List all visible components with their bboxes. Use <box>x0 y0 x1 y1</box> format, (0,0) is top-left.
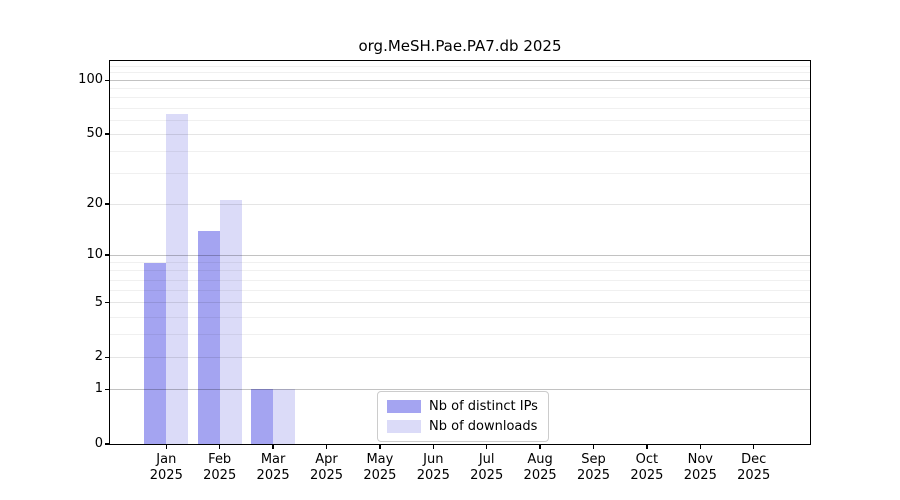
y-tick-label-50: 50 <box>86 126 103 142</box>
x-tick-mark-aug <box>539 444 541 449</box>
x-tick-year-aug: 2025 <box>523 468 557 483</box>
gridline-120 <box>110 65 810 67</box>
y-tick-mark-5 <box>105 302 110 304</box>
y-tick-label-10: 10 <box>86 247 103 263</box>
x-tick-mark-nov <box>699 444 701 449</box>
x-tick-label-jan: Jan 2025 <box>134 452 198 484</box>
gridline-80 <box>110 97 810 99</box>
x-tick-year-oct: 2025 <box>630 468 664 483</box>
x-tick-label-apr: Apr 2025 <box>295 452 359 484</box>
x-tick-label-jun: Jun 2025 <box>401 452 465 484</box>
x-tick-year-feb: 2025 <box>203 468 237 483</box>
y-tick-mark-100 <box>105 79 110 81</box>
y-tick-label-20: 20 <box>86 196 103 212</box>
gridline-50 <box>110 133 810 135</box>
x-tick-year-may: 2025 <box>363 468 397 483</box>
x-tick-mark-jun <box>432 444 434 449</box>
bar-distinct-ips-feb <box>197 230 220 444</box>
y-tick-label-2: 2 <box>94 349 103 365</box>
x-tick-label-mar: Mar 2025 <box>241 452 305 484</box>
y-tick-label-0: 0 <box>94 436 103 451</box>
legend-entry-distinct-ips: Nb of distinct IPs <box>387 399 538 414</box>
legend-swatch-distinct-ips <box>387 400 421 413</box>
x-tick-mark-dec <box>753 444 755 449</box>
bar-downloads-jan <box>166 113 189 444</box>
x-tick-year-sep: 2025 <box>576 468 611 483</box>
x-tick-mark-jul <box>486 444 488 449</box>
y-tick-mark-20 <box>105 203 110 205</box>
x-tick-mark-oct <box>646 444 648 449</box>
legend-swatch-downloads <box>387 420 421 433</box>
x-tick-year-nov: 2025 <box>683 468 717 483</box>
chart-title: org.MeSH.Pae.PA7.db 2025 <box>358 37 562 55</box>
gridline-70 <box>110 107 810 109</box>
x-tick-label-dec: Dec 2025 <box>722 452 786 484</box>
gridline-40 <box>110 150 810 152</box>
y-tick-label-100: 100 <box>78 72 103 88</box>
x-tick-label-oct: Oct 2025 <box>615 452 679 484</box>
x-tick-label-sep: Sep 2025 <box>562 452 626 484</box>
y-tick-mark-0 <box>105 443 110 445</box>
x-tick-mark-sep <box>592 444 595 449</box>
bar-distinct-ips-mar <box>251 389 274 444</box>
x-tick-mark-may <box>379 444 381 449</box>
x-tick-year-mar: 2025 <box>256 468 290 483</box>
bar-downloads-feb <box>219 200 242 444</box>
legend-label-distinct-ips: Nb of distinct IPs <box>429 399 538 414</box>
gridline-100 <box>110 79 810 81</box>
x-tick-mark-apr <box>325 444 328 449</box>
x-tick-label-nov: Nov 2025 <box>668 452 732 484</box>
plot-area: Dec 2025 Nov 2025 Oct 2025 Sep 2025 Aug 2025 Jul 20… <box>78 60 811 483</box>
legend: Nb of distinct IPs Nb of downloads <box>377 391 549 442</box>
x-tick-label-aug: Aug 2025 <box>508 452 572 484</box>
y-tick-mark-2 <box>105 356 110 359</box>
x-tick-mark-jan <box>165 444 167 449</box>
x-tick-label-feb: Feb 2025 <box>188 452 252 484</box>
gridline-20 <box>110 203 810 205</box>
gridline-60 <box>110 119 810 121</box>
x-tick-label-jul: Jul 2025 <box>455 452 519 484</box>
y-tick-mark-10 <box>105 254 110 256</box>
x-tick-mark-feb <box>219 444 221 449</box>
x-tick-mark-mar <box>272 444 274 449</box>
legend-entry-downloads: Nb of downloads <box>387 419 538 434</box>
gridline-90 <box>110 88 810 89</box>
x-tick-year-jan: 2025 <box>149 468 183 483</box>
bar-downloads-mar <box>273 389 295 444</box>
x-tick-year-dec: 2025 <box>737 468 771 483</box>
gridline-30 <box>110 172 810 174</box>
x-tick-label-may: May 2025 <box>348 452 412 484</box>
x-tick-year-apr: 2025 <box>309 468 344 483</box>
legend-label-downloads: Nb of downloads <box>429 419 538 434</box>
y-tick-mark-50 <box>105 133 110 135</box>
y-tick-mark-1 <box>105 388 110 391</box>
x-tick-year-jun: 2025 <box>416 468 450 483</box>
x-tick-year-jul: 2025 <box>470 468 504 483</box>
bar-distinct-ips-jan <box>144 262 167 444</box>
gridline-110 <box>110 72 810 74</box>
y-tick-label-1: 1 <box>94 381 103 397</box>
y-tick-label-5: 5 <box>94 294 103 310</box>
